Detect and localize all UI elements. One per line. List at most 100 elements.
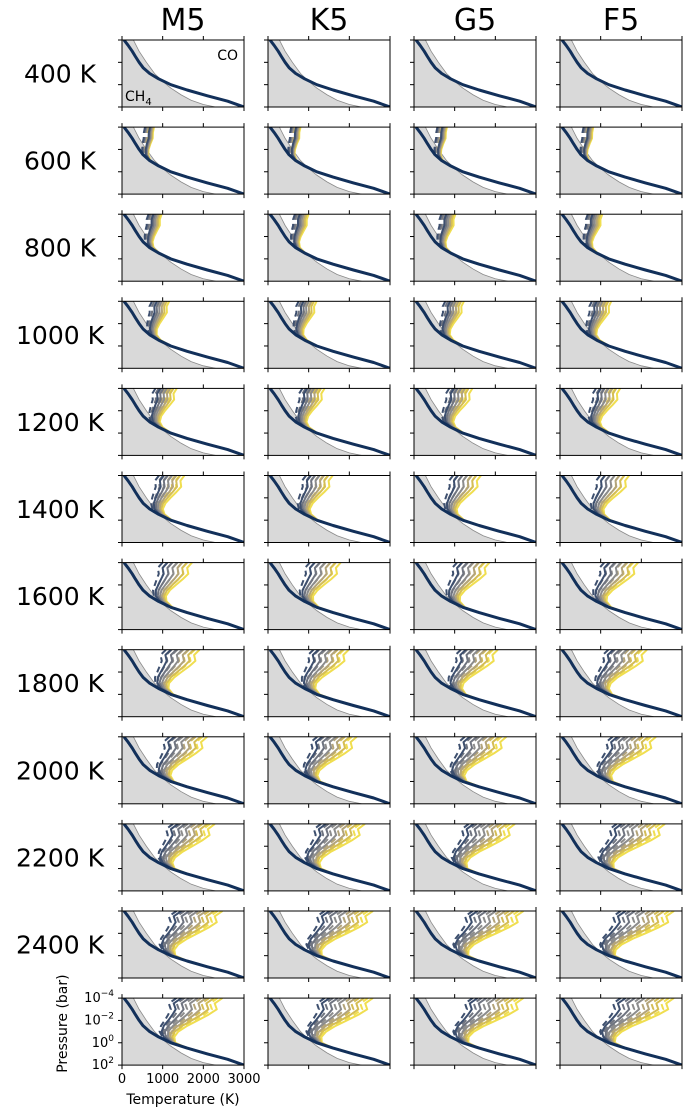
profile-dashed-6	[313, 649, 390, 717]
equal-abundance-curve	[133, 562, 216, 630]
panel-r6-c1	[264, 558, 391, 634]
panel-frame	[121, 997, 245, 1066]
ch4-region	[122, 214, 216, 282]
baseline-profile	[268, 388, 390, 456]
ch4-region	[268, 911, 362, 978]
panel-frame	[413, 126, 537, 195]
baseline-profile	[560, 823, 682, 891]
profile-dashed-6	[459, 649, 536, 717]
profile-dashed-4	[313, 823, 390, 891]
baseline-profile	[268, 823, 390, 891]
y-tick-label: 102	[92, 1056, 114, 1073]
ch4-region	[560, 911, 654, 978]
profile-dashed-1	[579, 127, 682, 195]
panel-r1-c1	[264, 123, 391, 199]
panel-frame	[559, 126, 683, 195]
panel-r4-c1	[264, 384, 391, 460]
panel-r8-c3	[556, 732, 683, 808]
baseline-profile	[560, 475, 682, 543]
panel-frame	[559, 562, 683, 631]
equal-abundance-curve	[133, 388, 216, 456]
ch4-region	[122, 649, 216, 717]
ch4-region	[122, 911, 216, 978]
panel-frame	[267, 39, 391, 108]
baseline-profile	[122, 911, 244, 978]
ch4-region	[560, 214, 654, 282]
panel-frame	[121, 300, 245, 369]
equal-abundance-curve	[425, 388, 508, 456]
panel-r5-c1	[264, 471, 391, 547]
panel-frame	[559, 475, 683, 543]
equal-abundance-curve	[425, 823, 508, 891]
equal-abundance-curve	[133, 736, 216, 804]
baseline-profile	[268, 214, 390, 282]
ch4-region	[560, 475, 654, 543]
panel-frame	[121, 126, 245, 195]
panel-frame	[413, 213, 537, 282]
row-label-9: 2200 K	[16, 843, 105, 872]
panel-frame	[413, 910, 537, 979]
profile-dashed-1	[287, 127, 390, 195]
baseline-profile	[268, 127, 390, 195]
baseline-profile	[414, 388, 536, 456]
panel-frame	[121, 649, 245, 718]
ch4-region	[122, 562, 216, 630]
profile-dashed-4	[314, 998, 390, 1066]
panel-frame	[413, 475, 537, 543]
axis-text: CO CH4 10−4 10−2 100 102 0 1000 2000 3000 Temperat…	[55, 48, 261, 1108]
ch4-region	[414, 562, 508, 630]
profile-dashed-3	[606, 998, 682, 1066]
equal-abundance-curve	[571, 823, 654, 891]
panel-r11-c3	[556, 994, 683, 1070]
column-title-g5: G5	[454, 3, 496, 38]
baseline-profile	[414, 214, 536, 282]
baseline-profile	[268, 998, 390, 1066]
panel-grid	[118, 36, 683, 1070]
ch4-region	[414, 388, 508, 456]
ch4-region	[268, 736, 362, 804]
equal-abundance-curve	[133, 301, 216, 369]
baseline-profile	[268, 40, 390, 107]
row-label-3: 1000 K	[16, 321, 105, 350]
row-label-1: 600 K	[24, 147, 97, 176]
panel-r9-c1	[264, 819, 391, 895]
baseline-profile	[268, 649, 390, 717]
equal-abundance-curve	[279, 649, 362, 717]
baseline-profile	[268, 562, 390, 630]
equal-abundance-curve	[571, 475, 654, 543]
equal-abundance-curve	[279, 823, 362, 891]
panel-frame	[413, 300, 537, 369]
baseline-profile	[560, 127, 682, 195]
equal-abundance-curve	[425, 736, 508, 804]
ch4-region	[268, 127, 362, 195]
baseline-profile	[560, 649, 682, 717]
panel-r10-c1	[264, 907, 391, 982]
ch4-region	[268, 40, 362, 107]
baseline-profile	[268, 301, 390, 369]
profile-dashed-2	[602, 998, 682, 1066]
baseline-profile	[268, 475, 390, 543]
panel-frame	[267, 213, 391, 282]
ch4-region	[268, 649, 362, 717]
panel-r11-c0	[118, 994, 245, 1070]
ch4-region	[560, 649, 654, 717]
equal-abundance-curve	[133, 823, 216, 891]
equal-abundance-curve	[133, 214, 216, 282]
ch4-region	[122, 998, 216, 1066]
panel-frame	[559, 39, 683, 108]
baseline-profile	[414, 127, 536, 195]
baseline-profile	[122, 388, 244, 456]
panel-r7-c1	[264, 645, 391, 721]
panel-frame	[121, 213, 245, 282]
ch4-region	[268, 214, 362, 282]
equal-abundance-curve	[425, 40, 508, 107]
panel-frame	[121, 910, 245, 979]
ch4-region	[414, 127, 508, 195]
panel-frame	[413, 997, 537, 1066]
baseline-profile	[560, 911, 682, 978]
ch4-region	[122, 823, 216, 891]
baseline-profile	[122, 301, 244, 369]
baseline-profile	[122, 475, 244, 543]
panel-frame	[559, 213, 683, 282]
